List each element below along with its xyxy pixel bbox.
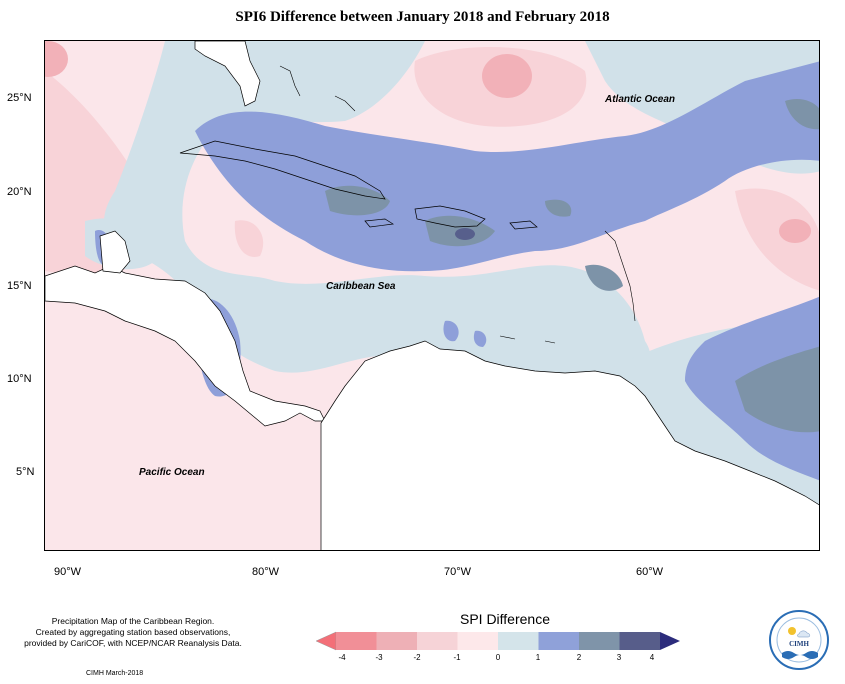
cimh-logo: CIMH	[769, 610, 829, 670]
puerto-rico-land	[509, 220, 538, 230]
lon-tick-60w: 60°W	[636, 566, 664, 578]
legend-colorbar	[316, 631, 680, 651]
legend-tick-8: 3	[616, 653, 622, 662]
legend-swatch-1	[336, 632, 377, 650]
credits-line-2: Created by aggregating station based obs…	[35, 627, 231, 637]
credits-line-1: Precipitation Map of the Caribbean Regio…	[51, 616, 215, 626]
legend-tick-5: 0	[495, 653, 501, 662]
central-america-land	[45, 265, 326, 427]
lat-tick-5n: 5°N	[16, 466, 35, 478]
map-frame[interactable]	[44, 40, 820, 551]
legend-swatch-6	[538, 632, 579, 650]
legend-high-arrow	[660, 632, 680, 650]
class-neg3-areas	[45, 41, 811, 243]
credits-line-3: provided by CariCOF, with NCEP/NCAR Rean…	[24, 638, 242, 648]
caribbean-sea-label: Caribbean Sea	[326, 281, 396, 292]
legend-tick-1: -4	[338, 653, 346, 662]
atlantic-ocean-label: Atlantic Ocean	[605, 94, 676, 105]
lat-tick-25n: 25°N	[7, 92, 32, 104]
yucatan-land	[99, 230, 131, 274]
lon-tick-80w: 80°W	[252, 566, 280, 578]
legend-title: SPI Difference	[459, 611, 550, 627]
lon-tick-90w: 90°W	[54, 566, 82, 578]
legend-tick-4: -1	[453, 653, 461, 662]
map-credits: Precipitation Map of the Caribbean Regio…	[18, 616, 248, 649]
cloud-icon	[797, 630, 811, 638]
south-america-land	[320, 340, 819, 550]
lon-tick-70w: 70°W	[444, 566, 472, 578]
hispaniola-land	[414, 205, 486, 228]
legend-swatch-5	[498, 632, 539, 650]
legend-tick-7: 2	[576, 653, 582, 662]
legend-swatch-4	[457, 632, 498, 650]
legend-tick-3: -2	[413, 653, 421, 662]
lat-tick-20n: 20°N	[7, 186, 32, 198]
class-three-areas	[455, 228, 475, 240]
lat-tick-15n: 15°N	[7, 280, 32, 292]
credits-footer: CIMH March-2018	[86, 670, 144, 677]
sun-icon	[788, 627, 796, 635]
cuba-land	[179, 140, 386, 200]
legend-low-arrow	[316, 631, 337, 651]
lat-tick-10n: 10°N	[7, 373, 32, 385]
waves-icon	[782, 651, 818, 659]
legend-tick-2: -3	[375, 653, 383, 662]
land-masses	[45, 41, 819, 550]
jamaica-land	[364, 218, 395, 228]
pacific-ocean-label: Pacific Ocean	[139, 467, 205, 478]
legend-swatch-3	[417, 632, 458, 650]
coastline-details	[279, 65, 636, 344]
florida-land	[194, 41, 261, 107]
spi-map	[45, 41, 819, 550]
legend-tick-9: 4	[649, 653, 655, 662]
legend-swatch-7	[579, 632, 620, 650]
legend-tick-6: 1	[535, 653, 541, 662]
legend-swatch-8	[619, 632, 660, 650]
legend-swatch-2	[376, 632, 417, 650]
map-title: SPI6 Difference between January 2018 and…	[235, 9, 610, 25]
logo-text: CIMH	[789, 640, 809, 648]
class-two-areas	[325, 99, 819, 433]
